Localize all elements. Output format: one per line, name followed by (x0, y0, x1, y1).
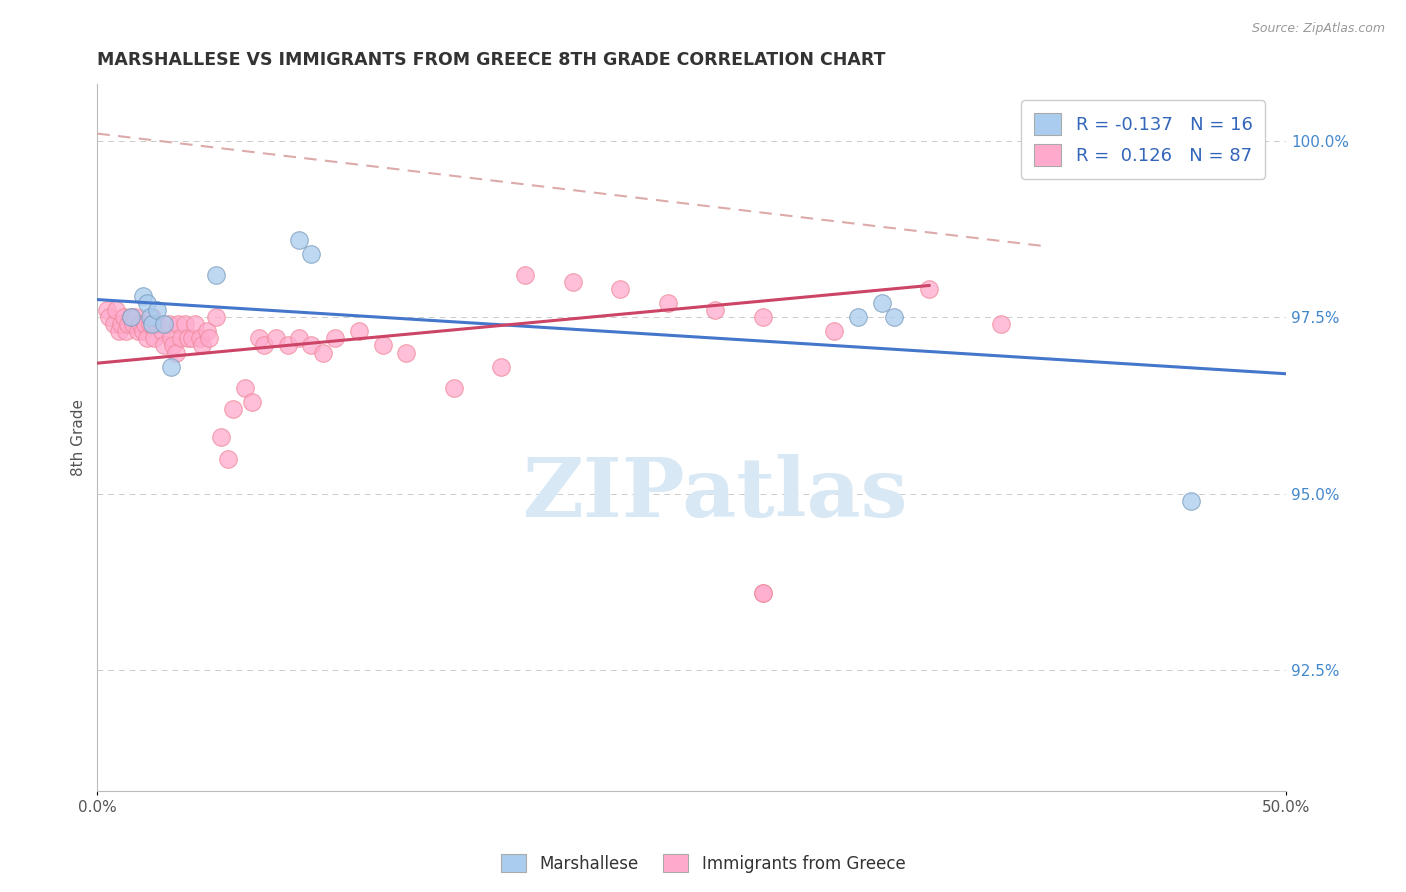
Point (205, 268, 228, 282)
Point (191, 338, 214, 352)
Point (195, 324, 218, 338)
Point (96, 303, 118, 318)
Point (112, 310, 135, 325)
Point (277, 338, 299, 352)
Point (129, 318, 152, 332)
Point (138, 310, 160, 325)
Point (657, 296, 679, 310)
Point (371, 338, 394, 352)
Point (146, 303, 169, 318)
Point (209, 430, 232, 444)
Point (288, 331, 311, 345)
Point (98, 310, 121, 325)
Point (299, 246, 322, 260)
Point (515, 268, 537, 282)
Point (184, 318, 207, 332)
Point (165, 345, 187, 359)
Legend: Marshallese, Immigrants from Greece: Marshallese, Immigrants from Greece (494, 847, 912, 880)
Point (124, 310, 146, 325)
Point (253, 338, 276, 352)
Point (174, 318, 197, 332)
Point (233, 381, 256, 395)
Point (120, 310, 142, 325)
Point (162, 338, 184, 352)
Point (127, 324, 149, 338)
Point (188, 331, 211, 345)
Point (141, 318, 163, 332)
Point (134, 318, 156, 332)
Point (1180, 494, 1202, 508)
Point (105, 303, 128, 318)
Point (217, 451, 239, 466)
Point (115, 324, 138, 338)
Point (131, 324, 153, 338)
Point (117, 318, 139, 332)
Point (443, 381, 465, 395)
Point (752, 310, 775, 325)
Point (990, 318, 1012, 332)
Point (222, 402, 245, 417)
Point (299, 338, 322, 352)
Point (160, 331, 183, 345)
Point (136, 331, 159, 345)
Point (823, 324, 845, 338)
Point (205, 310, 228, 325)
Point (918, 282, 941, 296)
Point (153, 338, 176, 352)
Point (153, 318, 176, 332)
Point (176, 331, 198, 345)
Point (122, 318, 145, 332)
Point (609, 282, 631, 296)
Point (323, 331, 346, 345)
Point (136, 296, 159, 310)
Y-axis label: 8th Grade: 8th Grade (72, 399, 86, 475)
Point (846, 310, 869, 325)
Legend: R = -0.137   N = 16, R =  0.126   N = 87: R = -0.137 N = 16, R = 0.126 N = 87 (1021, 100, 1265, 178)
Point (704, 303, 727, 318)
Point (157, 318, 180, 332)
Point (752, 586, 775, 600)
Point (264, 331, 287, 345)
Text: ZIPatlas: ZIPatlas (523, 454, 908, 533)
Point (141, 310, 163, 325)
Point (181, 331, 204, 345)
Point (107, 324, 129, 338)
Point (240, 395, 263, 409)
Point (247, 331, 270, 345)
Point (395, 345, 418, 359)
Point (143, 331, 166, 345)
Point (146, 318, 169, 332)
Point (561, 275, 583, 289)
Point (752, 586, 775, 600)
Point (169, 331, 191, 345)
Point (138, 318, 160, 332)
Text: Source: ZipAtlas.com: Source: ZipAtlas.com (1251, 22, 1385, 36)
Point (198, 331, 221, 345)
Point (870, 296, 893, 310)
Point (110, 318, 132, 332)
Point (347, 324, 370, 338)
Text: MARSHALLESE VS IMMIGRANTS FROM GREECE 8TH GRADE CORRELATION CHART: MARSHALLESE VS IMMIGRANTS FROM GREECE 8T… (97, 51, 886, 69)
Point (288, 233, 311, 247)
Point (167, 318, 190, 332)
Point (883, 310, 905, 325)
Point (120, 310, 142, 325)
Point (491, 359, 513, 374)
Point (131, 289, 153, 303)
Point (312, 345, 335, 359)
Point (160, 359, 183, 374)
Point (103, 318, 125, 332)
Point (150, 324, 173, 338)
